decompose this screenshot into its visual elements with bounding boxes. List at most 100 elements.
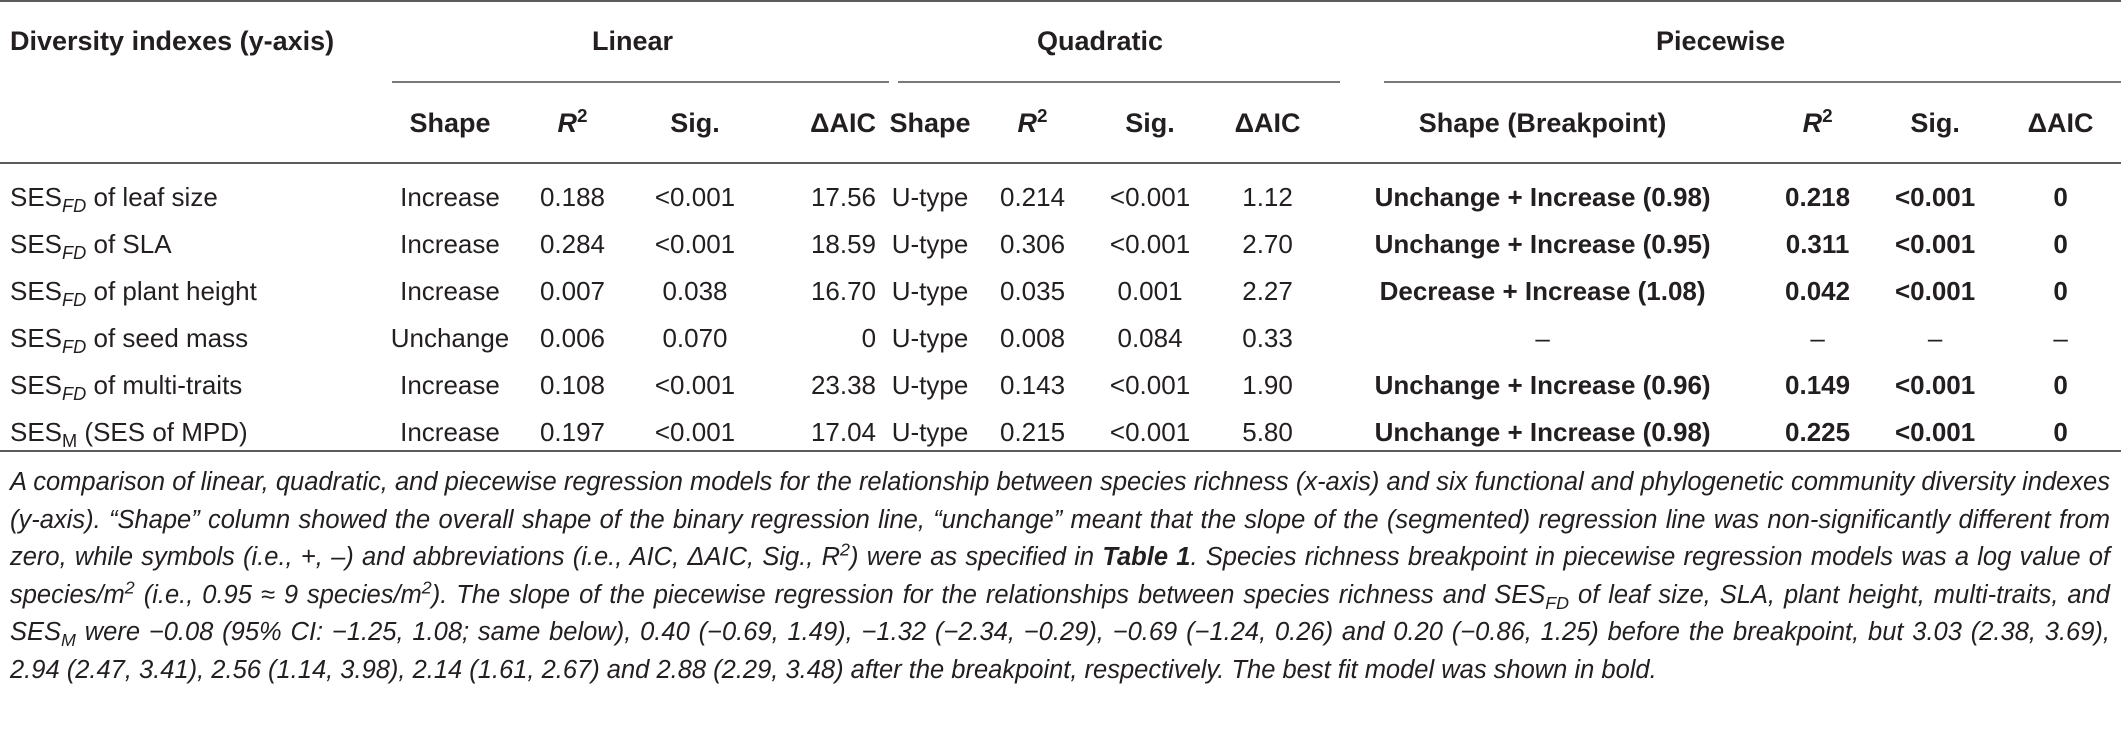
- linear-daic-cell: 18.59: [810, 229, 877, 259]
- piecewise-sig-header: Sig.: [1910, 107, 1960, 138]
- quadratic-daic-cell: 5.80: [1242, 417, 1293, 447]
- linear-daic-cell: 0: [861, 323, 877, 353]
- linear-r2-cell: 0.284: [539, 229, 606, 259]
- piecewise-sig-cell: <0.001: [1894, 229, 1976, 259]
- diversity-index-cell: SESFD of leaf size: [0, 164, 385, 221]
- linear-daic-cell: 23.38: [810, 370, 877, 400]
- linear-shape-header: Shape: [409, 107, 491, 138]
- linear-r2-cell: 0.197: [539, 417, 606, 447]
- quadratic-shape-cell: U-type: [891, 182, 969, 212]
- diversity-index-cell: SESFD of seed mass: [0, 315, 385, 362]
- table-row: SESFD of plant height Increase 0.007 0.038 1…: [0, 268, 2121, 315]
- piecewise-shape-header: Shape (Breakpoint): [1418, 107, 1667, 138]
- quadratic-r2-cell: 0.008: [999, 323, 1066, 353]
- column-header-row: Shape R2 Sig. ΔAIC Shape R2 Sig. ΔAIC Sh…: [0, 82, 2121, 164]
- linear-sig-cell: 0.070: [662, 323, 728, 353]
- index-base: SES: [10, 229, 63, 259]
- diversity-index-cell: SESFD of plant height: [0, 268, 385, 315]
- quadratic-r2-cell: 0.215: [999, 417, 1066, 447]
- piecewise-shape-cell: Decrease + Increase (1.08): [1379, 276, 1706, 306]
- quadratic-daic-cell: 1.12: [1242, 182, 1293, 212]
- piecewise-daic-cell: –: [2053, 323, 2068, 353]
- piecewise-r2-cell: 0.225: [1785, 417, 1851, 447]
- index-subscript: FD: [62, 337, 87, 358]
- quadratic-shape-cell: U-type: [891, 323, 969, 353]
- linear-shape-cell: Increase: [400, 229, 500, 259]
- quadratic-daic-cell: 2.70: [1242, 229, 1293, 259]
- quadratic-r2-cell: 0.214: [999, 182, 1066, 212]
- linear-header: Linear: [592, 25, 674, 56]
- diversity-indexes-header: Diversity indexes (y-axis): [10, 25, 335, 56]
- quadratic-r2-cell: 0.035: [999, 276, 1066, 306]
- table-top-rule: [0, 0, 2121, 2]
- quadratic-sig-cell: <0.001: [1109, 417, 1191, 447]
- piecewise-group-rule: [1384, 81, 2121, 83]
- quadratic-daic-header: ΔAIC: [1234, 107, 1301, 138]
- linear-r2-cell: 0.006: [539, 323, 606, 353]
- piecewise-daic-cell: 0: [2053, 229, 2068, 259]
- index-rest: of SLA: [86, 229, 172, 259]
- index-rest: of plant height: [86, 276, 257, 306]
- index-rest: of multi-traits: [86, 370, 243, 400]
- diversity-index-cell: SESFD of multi-traits: [0, 362, 385, 409]
- linear-shape-cell: Unchange: [390, 323, 510, 353]
- linear-shape-cell: Increase: [400, 182, 500, 212]
- linear-shape-cell: Increase: [400, 417, 500, 447]
- empty-header: [0, 82, 385, 164]
- table-1-link[interactable]: Table 1: [1102, 543, 1191, 571]
- index-base: SES: [10, 417, 63, 447]
- quadratic-sig-cell: 0.084: [1117, 323, 1183, 353]
- piecewise-sig-cell: <0.001: [1894, 276, 1976, 306]
- diversity-index-cell: SESFD of SLA: [0, 221, 385, 268]
- quadratic-shape-cell: U-type: [891, 229, 969, 259]
- piecewise-r2-cell: 0.149: [1785, 370, 1851, 400]
- linear-r2-cell: 0.007: [539, 276, 606, 306]
- index-base: SES: [10, 182, 63, 212]
- piecewise-shape-cell: Unchange + Increase (0.95): [1374, 229, 1711, 259]
- quadratic-daic-cell: 2.27: [1242, 276, 1293, 306]
- table-header-rule: [0, 162, 2121, 164]
- linear-daic-cell: 17.56: [810, 182, 877, 212]
- table-bottom-rule: [0, 450, 2121, 452]
- quadratic-sig-cell: 0.001: [1117, 276, 1183, 306]
- index-subscript: FD: [62, 384, 87, 405]
- quadratic-shape-cell: U-type: [891, 417, 969, 447]
- linear-sig-cell: <0.001: [654, 229, 736, 259]
- linear-shape-cell: Increase: [400, 370, 500, 400]
- quadratic-header: Quadratic: [1037, 25, 1164, 56]
- piecewise-daic-cell: 0: [2053, 182, 2068, 212]
- quadratic-shape-header: Shape: [889, 107, 971, 138]
- index-subscript: FD: [62, 196, 87, 217]
- table-caption: A comparison of linear, quadratic, and p…: [10, 468, 2111, 684]
- regression-table: Diversity indexes (y-axis) Linear Quadra…: [0, 0, 2121, 456]
- linear-r2-cell: 0.188: [539, 182, 606, 212]
- linear-r2-cell: 0.108: [539, 370, 606, 400]
- quadratic-group-rule: [898, 81, 1340, 83]
- piecewise-sig-cell: <0.001: [1894, 417, 1976, 447]
- table-row: SESFD of multi-traits Increase 0.108 <0.001…: [0, 362, 2121, 409]
- piecewise-r2-cell: 0.042: [1785, 276, 1851, 306]
- linear-sig-cell: <0.001: [654, 182, 736, 212]
- linear-sig-cell: <0.001: [654, 370, 736, 400]
- table-row: SESFD of seed mass Unchange 0.006 0.070 0 U-t…: [0, 315, 2121, 362]
- index-subscript: FD: [62, 243, 87, 264]
- index-subscript: FD: [62, 290, 87, 311]
- piecewise-sig-cell: –: [1927, 323, 1943, 353]
- piecewise-r2-cell: 0.311: [1785, 229, 1850, 259]
- piecewise-sig-cell: <0.001: [1894, 182, 1976, 212]
- table-body: SESFD of leaf size Increase 0.188 <0.001 17.…: [0, 164, 2121, 456]
- linear-group-rule: [392, 81, 889, 83]
- index-base: SES: [10, 276, 63, 306]
- quadratic-shape-cell: U-type: [891, 276, 969, 306]
- group-header-row: Diversity indexes (y-axis) Linear Quadra…: [0, 0, 2121, 82]
- quadratic-daic-cell: 0.33: [1242, 323, 1293, 353]
- piecewise-daic-cell: 0: [2053, 276, 2068, 306]
- linear-shape-cell: Increase: [400, 276, 500, 306]
- quadratic-r2-header: R2: [1017, 105, 1048, 138]
- diversity-index-cell: SESM (SES of MPD): [0, 409, 385, 456]
- piecewise-r2-header: R2: [1802, 105, 1833, 138]
- piecewise-daic-cell: 0: [2053, 370, 2068, 400]
- quadratic-r2-cell: 0.306: [999, 229, 1066, 259]
- quadratic-sig-header: Sig.: [1125, 107, 1175, 138]
- quadratic-sig-cell: <0.001: [1109, 182, 1191, 212]
